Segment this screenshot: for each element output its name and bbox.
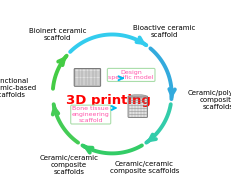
Text: Ceramic/polymer
composite
scaffolds: Ceramic/polymer composite scaffolds <box>187 90 231 110</box>
Text: Functional
Ceramic-based
scaffolds: Functional Ceramic-based scaffolds <box>0 78 36 98</box>
Text: Bone tissue
engineering
scaffold: Bone tissue engineering scaffold <box>72 106 109 123</box>
Text: Bioinert ceramic
scaffold: Bioinert ceramic scaffold <box>29 28 86 41</box>
Text: Ceramic/ceramic
composite
scaffolds: Ceramic/ceramic composite scaffolds <box>39 155 98 175</box>
Text: 3D printing: 3D printing <box>66 94 151 107</box>
FancyBboxPatch shape <box>128 96 147 117</box>
Text: Design
specific model: Design specific model <box>108 70 153 80</box>
FancyBboxPatch shape <box>74 69 100 86</box>
Text: Ceramic/ceramic
composite scaffolds: Ceramic/ceramic composite scaffolds <box>109 161 179 174</box>
Ellipse shape <box>128 94 146 99</box>
Text: Bioactive ceramic
scaffold: Bioactive ceramic scaffold <box>132 25 195 38</box>
